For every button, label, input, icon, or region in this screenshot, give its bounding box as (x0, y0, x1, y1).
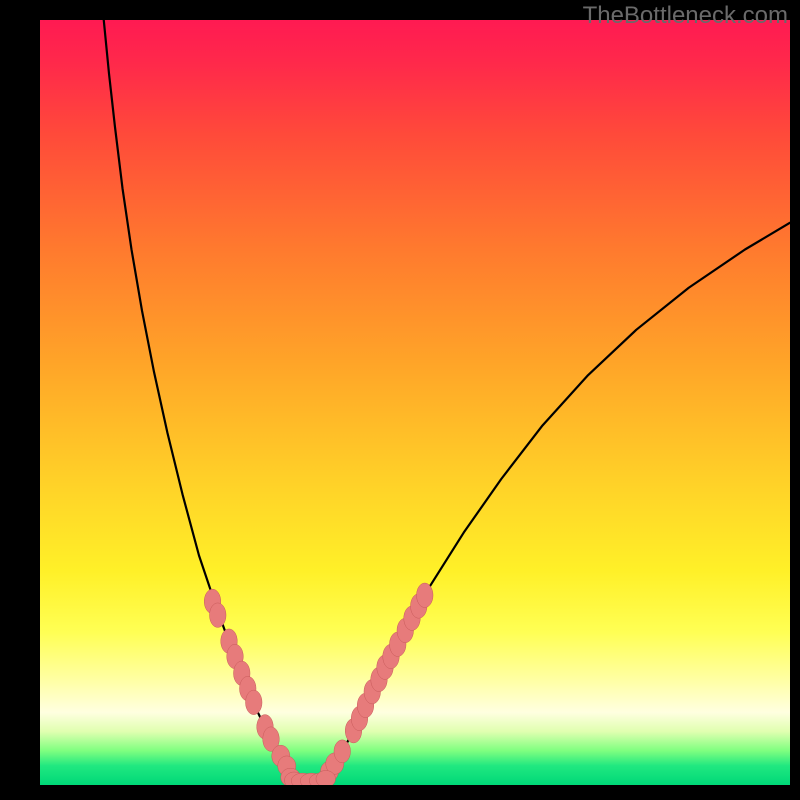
watermark-label: TheBottleneck.com (583, 2, 788, 30)
marker (316, 770, 336, 785)
plot-area (40, 20, 790, 785)
marker (210, 603, 227, 627)
gradient-background (40, 20, 790, 785)
marker (417, 583, 434, 607)
marker (334, 740, 351, 763)
chart-canvas: TheBottleneck.com (0, 0, 800, 800)
marker (246, 690, 263, 714)
plot-svg (40, 20, 790, 785)
